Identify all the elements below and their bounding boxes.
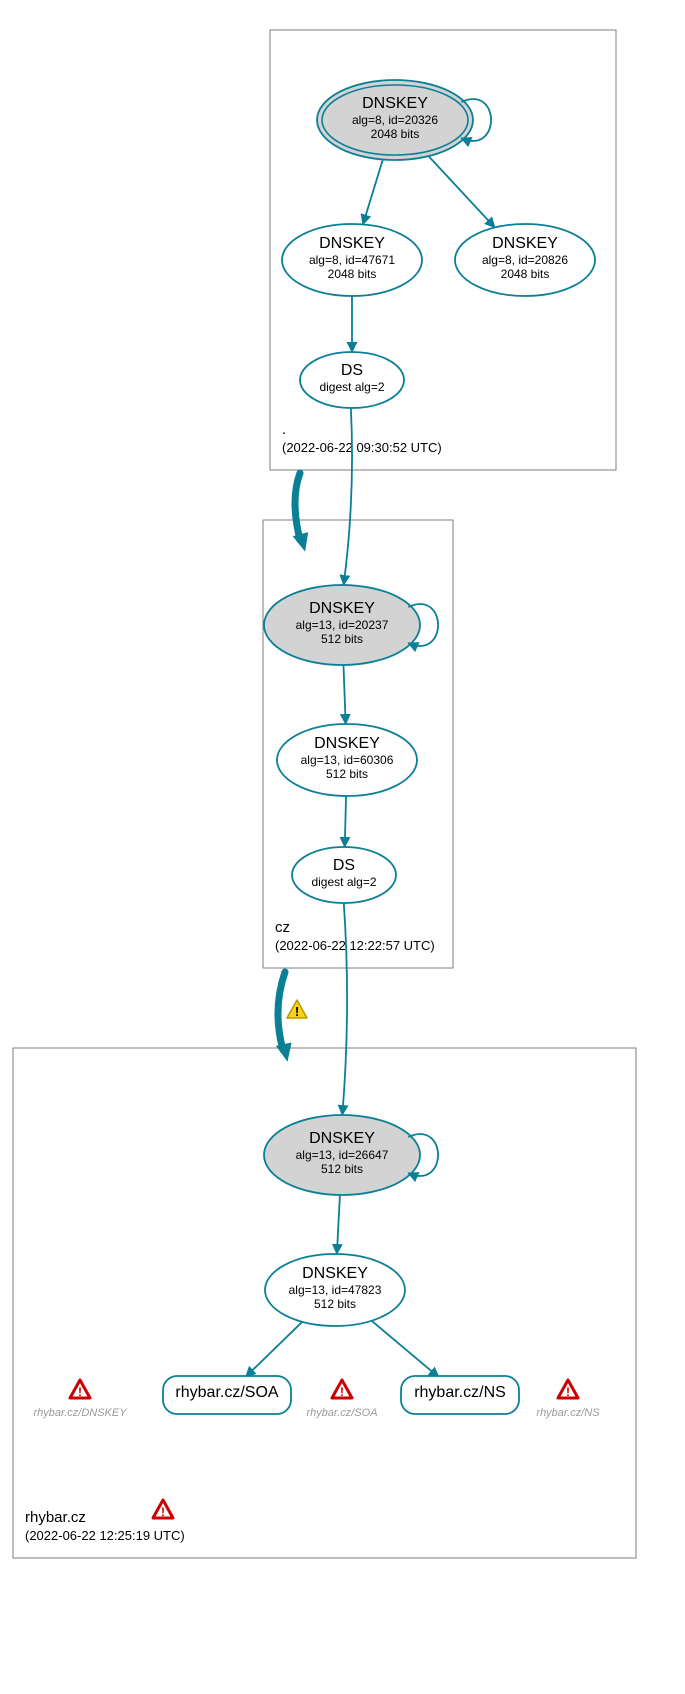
node-text: DNSKEY bbox=[314, 735, 380, 752]
node-text: alg=8, id=20826 bbox=[482, 253, 568, 267]
error-glyph: ! bbox=[566, 1385, 570, 1399]
delegation-arrow bbox=[295, 473, 300, 540]
node-text: alg=13, id=20237 bbox=[296, 618, 389, 632]
node-text: alg=13, id=60306 bbox=[301, 753, 394, 767]
node-text: 2048 bits bbox=[501, 267, 550, 281]
node-text: DNSKEY bbox=[309, 600, 375, 617]
error-label: rhybar.cz/DNSKEY bbox=[33, 1407, 127, 1419]
error-glyph: ! bbox=[340, 1385, 344, 1399]
error-glyph: ! bbox=[161, 1505, 165, 1519]
node-text: alg=8, id=20326 bbox=[352, 113, 438, 127]
node-text: 512 bits bbox=[326, 767, 368, 781]
edge bbox=[342, 903, 347, 1115]
delegation-arrowhead bbox=[276, 1042, 292, 1061]
node-text: 512 bits bbox=[314, 1297, 356, 1311]
node-text: alg=8, id=47671 bbox=[309, 253, 395, 267]
node-text: digest alg=2 bbox=[319, 380, 384, 394]
zone-label: rhybar.cz bbox=[25, 1509, 86, 1526]
node-text: DNSKEY bbox=[362, 95, 428, 112]
zone-label: . bbox=[282, 421, 286, 438]
node-text: rhybar.cz/NS bbox=[414, 1384, 506, 1401]
node-text: DNSKEY bbox=[492, 235, 558, 252]
node-text: 2048 bits bbox=[328, 267, 377, 281]
zone-timestamp: (2022-06-22 09:30:52 UTC) bbox=[282, 440, 442, 455]
edge bbox=[344, 408, 352, 585]
error-glyph: ! bbox=[78, 1385, 82, 1399]
zone-timestamp: (2022-06-22 12:22:57 UTC) bbox=[275, 938, 435, 953]
warning-glyph: ! bbox=[295, 1004, 299, 1019]
node-text: DS bbox=[333, 857, 355, 874]
node-text: DNSKEY bbox=[319, 235, 385, 252]
edge bbox=[343, 665, 345, 724]
node-text: digest alg=2 bbox=[311, 875, 376, 889]
node-text: rhybar.cz/SOA bbox=[175, 1384, 278, 1401]
error-label: rhybar.cz/NS bbox=[536, 1407, 600, 1419]
zone-label: cz bbox=[275, 919, 290, 936]
node-text: 512 bits bbox=[321, 1162, 363, 1176]
edge bbox=[246, 1322, 303, 1377]
edge bbox=[337, 1195, 340, 1254]
delegation-arrow bbox=[278, 972, 285, 1050]
delegation-arrowhead bbox=[293, 532, 308, 551]
zone-timestamp: (2022-06-22 12:25:19 UTC) bbox=[25, 1528, 185, 1543]
node-text: DNSKEY bbox=[302, 1265, 368, 1282]
error-label: rhybar.cz/SOA bbox=[306, 1407, 377, 1419]
node-text: 512 bits bbox=[321, 632, 363, 646]
edge bbox=[345, 796, 346, 847]
edge bbox=[429, 156, 495, 227]
node-text: alg=13, id=26647 bbox=[296, 1148, 389, 1162]
node-text: DNSKEY bbox=[309, 1130, 375, 1147]
edge bbox=[372, 1321, 439, 1378]
node-text: alg=13, id=47823 bbox=[289, 1283, 382, 1297]
dnssec-diagram: . (2022-06-22 09:30:52 UTC) cz (2022-06-22 … bbox=[0, 0, 685, 1694]
edge bbox=[363, 160, 383, 225]
node-text: DS bbox=[341, 362, 363, 379]
node-text: 2048 bits bbox=[371, 127, 420, 141]
